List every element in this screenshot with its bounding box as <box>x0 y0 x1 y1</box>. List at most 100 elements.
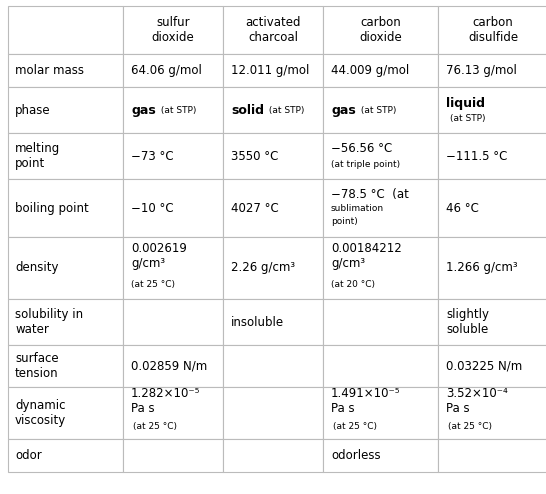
Text: carbon
disulfide: carbon disulfide <box>468 16 518 44</box>
Bar <box>8 439 123 472</box>
Text: 44.009 g/mol: 44.009 g/mol <box>331 64 410 77</box>
Text: melting
point: melting point <box>15 142 60 170</box>
Text: solubility in
water: solubility in water <box>15 308 83 336</box>
Bar <box>438 6 546 54</box>
Bar <box>438 387 546 439</box>
Text: 46 °C: 46 °C <box>446 202 479 214</box>
Text: 64.06 g/mol: 64.06 g/mol <box>131 64 202 77</box>
Text: density: density <box>15 261 58 275</box>
Text: (at STP): (at STP) <box>158 106 196 115</box>
Bar <box>8 387 123 439</box>
Text: 12.011 g/mol: 12.011 g/mol <box>231 64 310 77</box>
Bar <box>8 87 123 133</box>
Text: carbon
dioxide: carbon dioxide <box>359 16 402 44</box>
Bar <box>123 133 223 179</box>
Bar <box>223 387 323 439</box>
Text: (at 25 °C): (at 25 °C) <box>131 280 175 288</box>
Bar <box>223 54 323 87</box>
Text: liquid: liquid <box>446 96 485 110</box>
Bar <box>323 299 438 345</box>
Text: boiling point: boiling point <box>15 202 89 214</box>
Text: 76.13 g/mol: 76.13 g/mol <box>446 64 517 77</box>
Bar <box>123 387 223 439</box>
Bar <box>123 87 223 133</box>
Bar <box>123 179 223 237</box>
Text: phase: phase <box>15 104 51 117</box>
Bar <box>438 54 546 87</box>
Bar <box>323 133 438 179</box>
Text: (at STP): (at STP) <box>266 106 304 115</box>
Text: activated
charcoal: activated charcoal <box>245 16 301 44</box>
Text: 0.03225 N/m: 0.03225 N/m <box>446 360 523 372</box>
Bar <box>323 54 438 87</box>
Bar <box>323 87 438 133</box>
Text: 0.002619
g/cm³: 0.002619 g/cm³ <box>131 242 187 270</box>
Text: gas: gas <box>131 104 156 117</box>
Text: slightly
soluble: slightly soluble <box>446 308 489 336</box>
Bar <box>223 133 323 179</box>
Bar <box>123 299 223 345</box>
Text: point): point) <box>331 216 358 225</box>
Bar <box>438 237 546 299</box>
Bar <box>223 237 323 299</box>
Text: insoluble: insoluble <box>231 316 284 329</box>
Bar <box>123 237 223 299</box>
Bar <box>8 237 123 299</box>
Bar <box>223 87 323 133</box>
Text: surface
tension: surface tension <box>15 352 58 380</box>
Text: (at STP): (at STP) <box>358 106 396 115</box>
Bar <box>8 54 123 87</box>
Text: (at STP): (at STP) <box>450 114 485 123</box>
Text: odor: odor <box>15 449 41 462</box>
Text: 2.26 g/cm³: 2.26 g/cm³ <box>231 261 295 275</box>
Text: odorless: odorless <box>331 449 381 462</box>
Text: −10 °C: −10 °C <box>131 202 174 214</box>
Text: (at 25 °C): (at 25 °C) <box>133 422 177 431</box>
Text: 0.02859 N/m: 0.02859 N/m <box>131 360 207 372</box>
Bar <box>438 299 546 345</box>
Bar <box>438 133 546 179</box>
Bar <box>438 439 546 472</box>
Text: (at 20 °C): (at 20 °C) <box>331 280 375 288</box>
Text: 1.491×10⁻⁵
Pa s: 1.491×10⁻⁵ Pa s <box>331 387 401 415</box>
Bar <box>323 439 438 472</box>
Text: −111.5 °C: −111.5 °C <box>446 150 507 163</box>
Bar <box>323 6 438 54</box>
Text: 3550 °C: 3550 °C <box>231 150 278 163</box>
Text: (at 25 °C): (at 25 °C) <box>333 422 377 431</box>
Bar <box>438 87 546 133</box>
Bar <box>8 345 123 387</box>
Bar <box>8 299 123 345</box>
Bar <box>323 345 438 387</box>
Bar <box>438 179 546 237</box>
Text: −73 °C: −73 °C <box>131 150 174 163</box>
Bar <box>8 179 123 237</box>
Text: 0.00184212
g/cm³: 0.00184212 g/cm³ <box>331 242 402 270</box>
Bar <box>123 54 223 87</box>
Text: sulfur
dioxide: sulfur dioxide <box>152 16 194 44</box>
Bar <box>123 6 223 54</box>
Bar <box>223 439 323 472</box>
Bar <box>223 299 323 345</box>
Text: (at triple point): (at triple point) <box>331 160 400 168</box>
Text: 4027 °C: 4027 °C <box>231 202 279 214</box>
Bar <box>223 345 323 387</box>
Bar <box>123 439 223 472</box>
Bar <box>323 387 438 439</box>
Text: dynamic
viscosity: dynamic viscosity <box>15 399 66 427</box>
Bar <box>8 6 123 54</box>
Text: 1.266 g/cm³: 1.266 g/cm³ <box>446 261 518 275</box>
Text: −78.5 °C  (at: −78.5 °C (at <box>331 188 409 201</box>
Text: sublimation: sublimation <box>331 204 384 212</box>
Text: 3.52×10⁻⁴
Pa s: 3.52×10⁻⁴ Pa s <box>446 387 508 415</box>
Text: molar mass: molar mass <box>15 64 84 77</box>
Bar <box>123 345 223 387</box>
Bar <box>8 133 123 179</box>
Text: 1.282×10⁻⁵
Pa s: 1.282×10⁻⁵ Pa s <box>131 387 200 415</box>
Text: solid: solid <box>231 104 264 117</box>
Text: gas: gas <box>331 104 356 117</box>
Bar <box>438 345 546 387</box>
Bar <box>323 179 438 237</box>
Bar <box>223 6 323 54</box>
Text: (at 25 °C): (at 25 °C) <box>448 422 492 431</box>
